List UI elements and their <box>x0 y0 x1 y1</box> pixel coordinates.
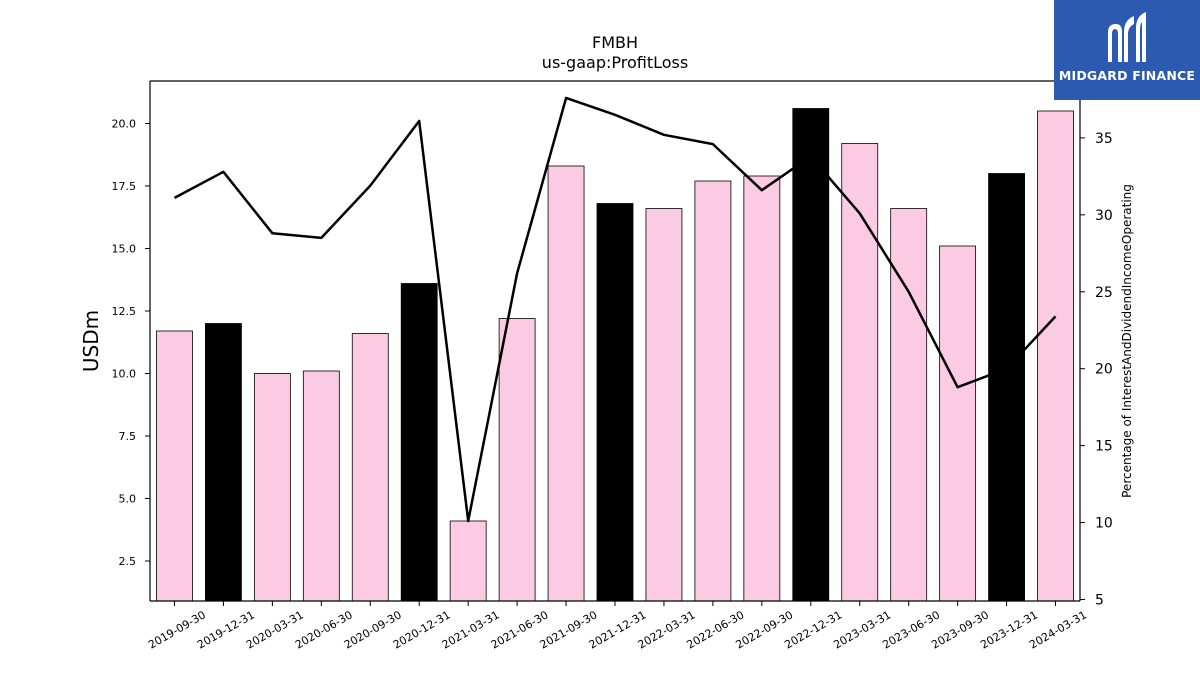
right-tick-label: 35 <box>1095 131 1113 147</box>
x-axis-ticks: 2019-09-302019-12-312020-03-312020-06-30… <box>146 601 1089 652</box>
right-tick-label: 25 <box>1095 285 1113 301</box>
bar-2021-12-31 <box>596 203 634 602</box>
right-tick-label: 15 <box>1095 439 1113 455</box>
bar-2022-03-31 <box>645 208 683 602</box>
left-tick-label: 17.5 <box>112 180 137 193</box>
bar-2023-06-30 <box>890 208 928 602</box>
bar-2024-03-31 <box>1037 110 1074 602</box>
bar-2020-06-30 <box>302 370 340 602</box>
left-tick-label: 5.0 <box>119 493 137 506</box>
bar-2022-06-30 <box>694 180 732 602</box>
left-tick-label: 12.5 <box>112 305 137 318</box>
chart-title: FMBH <box>592 33 638 52</box>
bar-2023-12-31 <box>988 173 1025 602</box>
right-tick-label: 10 <box>1095 516 1113 532</box>
left-tick-label: 2.5 <box>119 555 137 568</box>
bar-2019-12-31 <box>205 323 242 602</box>
logo-text: MIDGARD FINANCE <box>1058 68 1196 83</box>
midgard-m-logo-icon <box>1108 12 1146 62</box>
chart-subtitle: us-gaap:ProfitLoss <box>542 53 688 72</box>
left-tick-label: 15.0 <box>112 243 137 256</box>
bar-2020-12-31 <box>400 283 438 602</box>
bar-2022-12-31 <box>792 108 830 602</box>
left-axis-ticks: 2.5 5.0 7.5 10.0 12.5 15.0 17.5 20.0 <box>112 118 150 568</box>
line-series-path <box>173 96 1057 523</box>
bar-series <box>156 108 1074 602</box>
left-tick-label: 20.0 <box>112 118 137 131</box>
midgard-finance-logo: MIDGARD FINANCE <box>1054 0 1200 100</box>
left-tick-label: 7.5 <box>119 430 137 443</box>
bar-2019-09-30 <box>156 330 193 602</box>
bar-2022-09-30 <box>743 175 781 602</box>
right-tick-label: 5 <box>1095 592 1104 608</box>
left-tick-label: 10.0 <box>112 368 137 381</box>
y-axis-label: USDm <box>79 310 103 372</box>
bar-2021-03-31 <box>449 520 487 602</box>
bar-2021-09-30 <box>547 165 585 602</box>
right-tick-label: 30 <box>1095 208 1113 224</box>
line-series <box>173 96 1057 523</box>
bar-2020-09-30 <box>351 333 389 602</box>
bar-2021-06-30 <box>498 318 536 602</box>
bar-2020-03-31 <box>253 373 291 602</box>
y2-axis-label: Percentage of InterestAndDividendIncomeO… <box>1120 184 1134 498</box>
bar-2023-03-31 <box>841 143 879 602</box>
right-axis-ticks: 5 10 15 20 25 30 35 <box>1080 131 1113 608</box>
right-tick-label: 20 <box>1095 362 1113 378</box>
bar-2023-09-30 <box>939 245 977 602</box>
